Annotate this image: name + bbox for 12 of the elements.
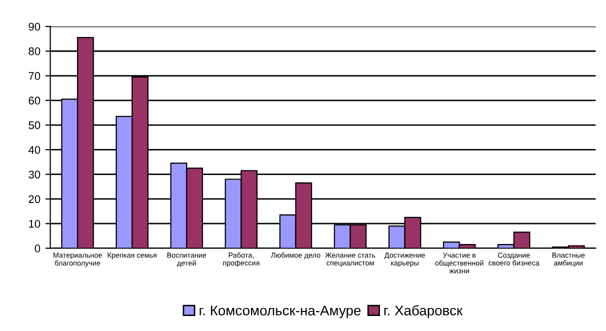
- y-tick-label: 0: [34, 244, 40, 252]
- y-tick-label: 60: [28, 96, 40, 105]
- y-tick-label: 10: [29, 220, 40, 228]
- legend-label: г. Комсомольск-на-Амуре: [200, 306, 361, 318]
- y-tick-label: 70: [28, 72, 40, 80]
- y-tick-label: 90: [28, 22, 40, 31]
- y-tick-label: 30: [28, 170, 40, 178]
- legend-label: г. Хабаровск: [384, 305, 463, 318]
- y-tick-label: 80: [28, 47, 40, 56]
- y-tick-label: 40: [28, 146, 40, 154]
- y-tick-label: 20: [28, 195, 40, 204]
- y-tick-label: 50: [28, 121, 40, 130]
